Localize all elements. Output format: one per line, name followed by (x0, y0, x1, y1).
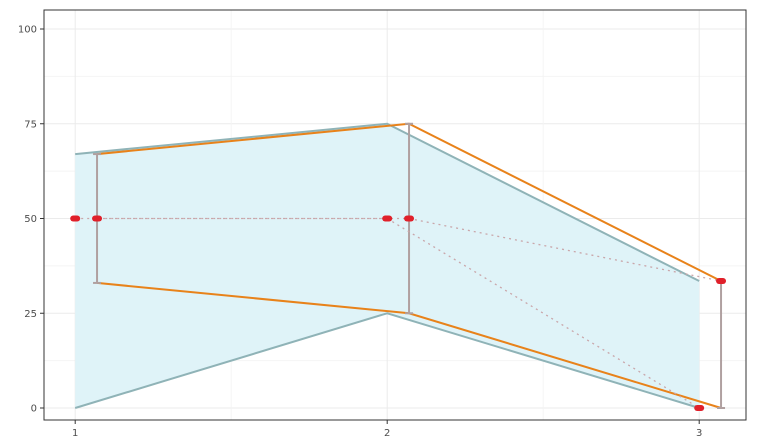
y-tick-label: 100 (18, 25, 37, 36)
data-point (92, 215, 103, 222)
ribbon-area (75, 123, 700, 408)
y-tick-label: 25 (24, 309, 37, 320)
x-tick-label: 2 (384, 428, 390, 439)
data-point (70, 215, 81, 222)
band-upper-line (75, 122, 700, 282)
y-tick-label: 0 (31, 404, 37, 415)
data-point (404, 215, 415, 222)
y-tick-label: 75 (24, 119, 37, 130)
x-tick-label: 1 (72, 428, 78, 439)
x-tick-label: 3 (696, 428, 702, 439)
band-lower-line (74, 312, 700, 409)
data-point (716, 278, 727, 285)
data-point (694, 405, 705, 411)
bands (75, 123, 700, 408)
points (70, 215, 727, 411)
y-tick-label: 50 (24, 214, 37, 225)
x-axis: 1 2 3 (72, 420, 702, 439)
y-axis: 0 25 50 75 100 (18, 25, 44, 415)
data-point (382, 215, 393, 222)
panel-border (43, 9, 747, 421)
